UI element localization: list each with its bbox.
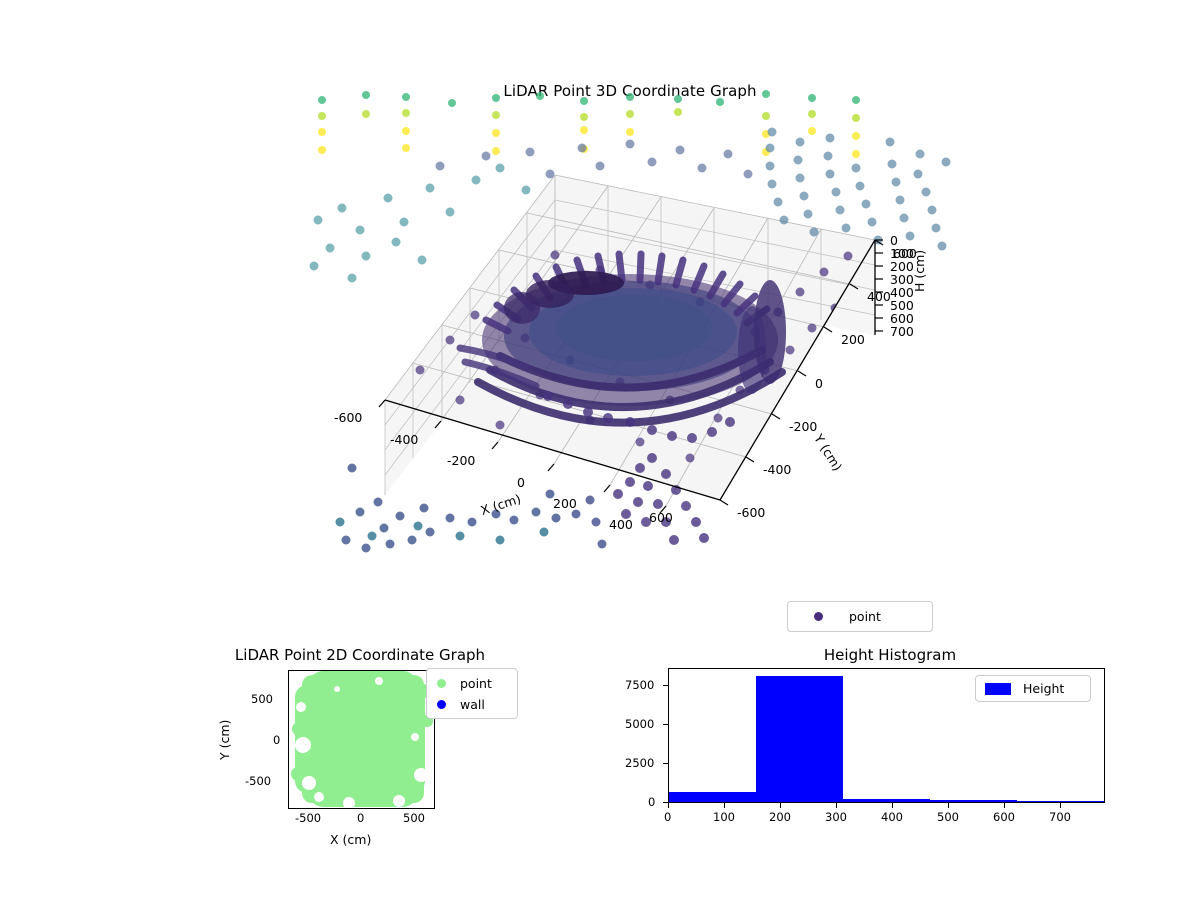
plot3d-ztick-1: 100 — [890, 246, 914, 261]
histogram-ytick-0: 0 — [648, 795, 656, 809]
plot3d-ztick-4: 400 — [890, 285, 914, 300]
lidar-point-cloud — [456, 250, 786, 545]
histogram-xtickmark — [724, 803, 726, 808]
plot2d-xlabel: X (cm) — [330, 832, 372, 847]
legend-item-height[interactable]: Height — [983, 679, 1083, 698]
point-marker-icon — [437, 679, 446, 688]
point-cloud-gaps — [295, 677, 428, 808]
plot3d-ytick-5: 400 — [867, 289, 891, 304]
plot2d-xtick-1: 0 — [357, 811, 365, 825]
histogram-xtickmark — [948, 803, 950, 808]
plot3d-xtick-0: -600 — [334, 410, 363, 425]
legend-label-point: point — [849, 609, 881, 624]
plot3d-ytick-4: 200 — [841, 332, 865, 347]
histogram-xtick-1: 100 — [713, 810, 735, 824]
plot3d-ytick-3: 0 — [815, 376, 823, 391]
histogram-bar — [669, 792, 756, 802]
lidar-3d-plot: LiDAR Point 3D Coordinate Graph — [300, 70, 960, 640]
histogram-xtickmark — [1004, 803, 1006, 808]
legend-label-height: Height — [1023, 681, 1065, 696]
plot3d-xtick-5: 400 — [609, 517, 633, 532]
legend-item-wall[interactable]: wall — [435, 694, 509, 715]
plot3d-title: LiDAR Point 3D Coordinate Graph — [503, 82, 757, 100]
plot2d-ytick-0: -500 — [245, 774, 272, 788]
plot3d-ztick-6: 600 — [890, 311, 914, 326]
plot2d-title: LiDAR Point 2D Coordinate Graph — [234, 646, 486, 664]
histogram-xtick-7: 700 — [1049, 810, 1071, 824]
plot2d-scatter — [291, 671, 433, 808]
plot3d-ztick-5: 500 — [890, 298, 914, 313]
histogram-ytick-2: 5000 — [625, 717, 655, 731]
point-marker-icon — [814, 612, 823, 621]
histogram-xtickmark — [780, 803, 782, 808]
height-patch-icon — [985, 682, 1011, 695]
legend-item-point[interactable]: point — [435, 673, 509, 694]
histogram-xtick-3: 300 — [825, 810, 847, 824]
plot3d-ztick-7: 700 — [890, 324, 914, 339]
histogram-ytickmark — [663, 685, 668, 687]
plot2d-xtick-2: 500 — [403, 811, 425, 825]
histogram-ytickmark — [663, 802, 668, 804]
plot3d-canvas — [309, 90, 951, 553]
histogram-xtick-0: 0 — [664, 810, 672, 824]
axis-spines — [384, 239, 876, 501]
plot3d-ztick-3: 300 — [890, 272, 914, 287]
plot3d-zlabel: H (cm) — [912, 249, 927, 292]
plot3d-xtick-1: -400 — [390, 432, 419, 447]
plot2d-xtick-0: -500 — [295, 811, 322, 825]
histogram-bar — [930, 800, 1017, 802]
plot3d-xtick-4: 200 — [553, 496, 577, 511]
plot3d-ytick-0: -600 — [737, 505, 766, 520]
plot3d-ytick-1: -400 — [763, 462, 792, 477]
point-cloud-2d — [291, 671, 433, 807]
histogram-ytick-3: 7500 — [625, 678, 655, 692]
legend-label-point: point — [460, 676, 492, 691]
legend-item-point[interactable]: point — [796, 606, 924, 627]
histogram-xtickmark — [668, 803, 670, 808]
plot3d-ytick-6: 600 — [893, 246, 917, 261]
outlier-points — [309, 90, 951, 283]
plot3d-xtick-2: -200 — [447, 453, 476, 468]
histogram-ytick-1: 2500 — [625, 756, 655, 770]
histogram-ytickmark — [663, 724, 668, 726]
plot3d-legend[interactable]: point — [787, 601, 933, 632]
plot3d-ztick-2: 200 — [890, 259, 914, 274]
histogram-xtick-4: 400 — [881, 810, 903, 824]
histogram-xtick-2: 200 — [769, 810, 791, 824]
histogram-title: Height Histogram — [823, 646, 957, 664]
histogram-xtickmark — [836, 803, 838, 808]
plot2d-ytick-1: 0 — [273, 733, 281, 747]
plot3d-ytick-2: -200 — [789, 419, 818, 434]
legend-label-wall: wall — [460, 697, 485, 712]
plot2d-ytick-2: 500 — [251, 692, 273, 706]
plot3d-xtick-3: 0 — [517, 475, 525, 490]
histogram-xtickmark — [1060, 803, 1062, 808]
histogram-legend[interactable]: Height — [975, 675, 1091, 702]
wall-marker-icon — [437, 700, 446, 709]
histogram-xtick-5: 500 — [937, 810, 959, 824]
plot3d-ztick-0: 0 — [890, 233, 898, 248]
histogram-xtick-6: 600 — [993, 810, 1015, 824]
plot3d-xtick-6: 600 — [649, 510, 673, 525]
lidar-2d-plot: LiDAR Point 2D Coordinate Graph — [175, 640, 575, 870]
histogram-bar — [1017, 801, 1104, 802]
histogram-bar — [843, 799, 930, 802]
plot2d-axes[interactable] — [288, 670, 435, 809]
histogram-xtickmark — [892, 803, 894, 808]
histogram-ytickmark — [663, 763, 668, 765]
height-histogram-plot: Height Histogram Height 0 2500 5000 7500 — [620, 640, 1150, 870]
plot2d-legend[interactable]: point wall — [426, 668, 518, 719]
plot2d-ylabel: Y (cm) — [217, 719, 232, 760]
histogram-bar — [756, 676, 843, 802]
below-axes-points — [335, 463, 607, 553]
histogram-axes[interactable]: Height — [668, 668, 1105, 803]
